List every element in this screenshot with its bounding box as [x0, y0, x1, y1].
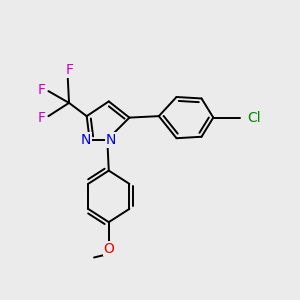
Text: F: F: [66, 63, 74, 77]
Text: N: N: [81, 133, 91, 147]
Text: F: F: [38, 82, 46, 97]
Text: F: F: [38, 111, 46, 124]
Text: Cl: Cl: [247, 111, 261, 124]
Text: N: N: [106, 133, 116, 147]
Text: O: O: [103, 242, 114, 256]
